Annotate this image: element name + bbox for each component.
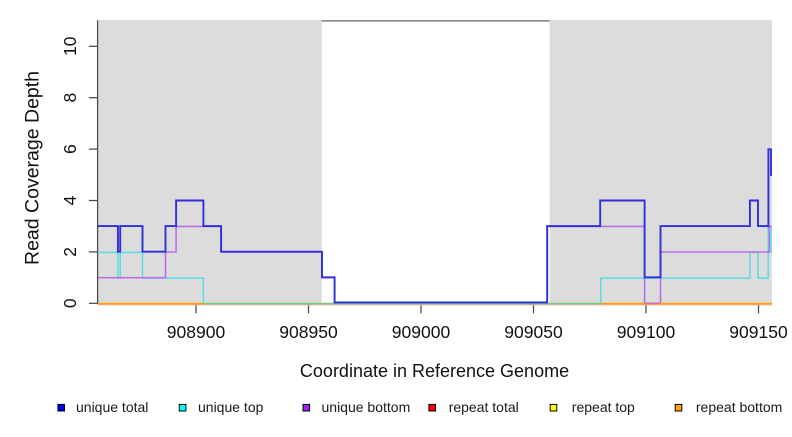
svg-text:909100: 909100 <box>617 322 676 342</box>
svg-text:repeat bottom: repeat bottom <box>696 399 782 415</box>
svg-text:909000: 909000 <box>392 322 451 342</box>
svg-text:unique top: unique top <box>198 399 264 415</box>
svg-text:Read Coverage Depth: Read Coverage Depth <box>22 71 44 265</box>
svg-text:repeat top: repeat top <box>572 399 635 415</box>
svg-text:8: 8 <box>60 93 80 103</box>
svg-text:908900: 908900 <box>167 322 226 342</box>
svg-text:10: 10 <box>60 36 80 56</box>
svg-text:unique total: unique total <box>76 399 148 415</box>
svg-text:2: 2 <box>60 247 80 257</box>
svg-text:6: 6 <box>60 144 80 154</box>
svg-text:4: 4 <box>60 195 80 205</box>
svg-text:909050: 909050 <box>504 322 563 342</box>
svg-text:Coordinate in Reference Genome: Coordinate in Reference Genome <box>300 361 569 381</box>
svg-text:908950: 908950 <box>279 322 338 342</box>
svg-text:0: 0 <box>60 298 80 308</box>
svg-text:unique bottom: unique bottom <box>322 399 411 415</box>
svg-text:repeat total: repeat total <box>449 399 519 415</box>
svg-text:909150: 909150 <box>729 322 788 342</box>
